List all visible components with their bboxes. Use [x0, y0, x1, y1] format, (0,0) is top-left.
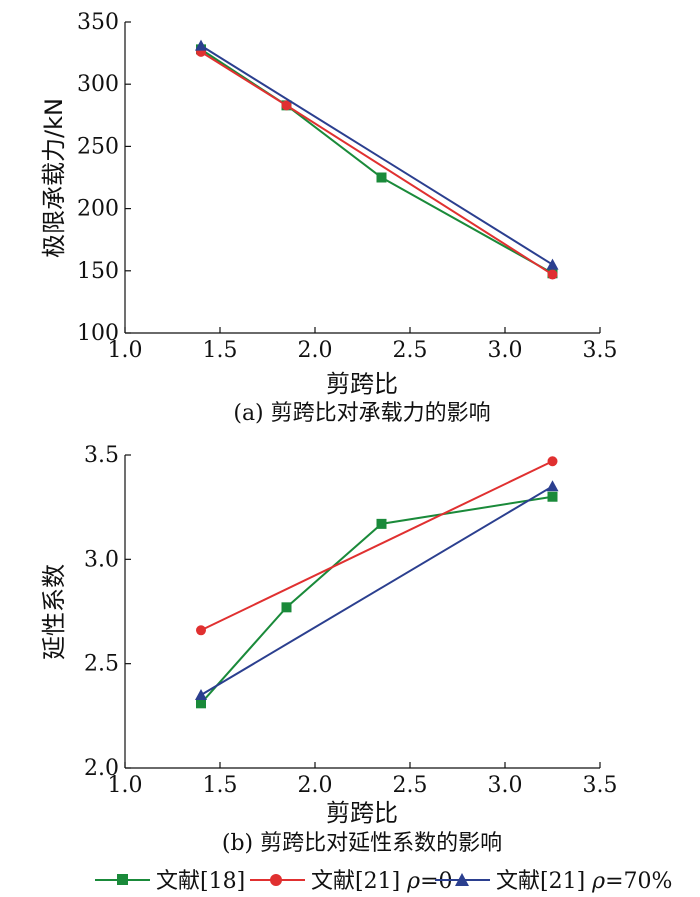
- chart-b-x-axis-label: 剪跨比: [326, 799, 398, 827]
- legend-label-value: =0: [420, 869, 452, 894]
- chart-b-y-tick-label: 2.0: [84, 756, 119, 781]
- legend: 文献[18] 文献[21] ρ=0 文献[21] ρ=70%: [95, 869, 672, 894]
- chart-a-data-point: [281, 100, 292, 111]
- chart-a-series-line-1: [200, 51, 554, 276]
- chart-a-x-tick-label: 3.5: [583, 338, 618, 363]
- chart-b-axes: 1.0 1.5 2.0 2.5 3.0 3.5 2.0 2.5 3.0 3.5: [84, 443, 618, 798]
- chart-b-x-tick-label: 1.5: [203, 773, 238, 798]
- chart-a-x-tick-label: 1.5: [203, 338, 238, 363]
- chart-a-data-point: [546, 258, 559, 270]
- chart-a-y-tick-label: 350: [77, 10, 119, 35]
- chart-a-x-tick-label: 2.0: [298, 338, 333, 363]
- chart-a-caption: (a) 剪跨比对承载力的影响: [233, 401, 490, 426]
- legend-marker-circle: [270, 874, 282, 886]
- chart-b-data-point: [196, 698, 206, 709]
- chart-a-y-axis-label: 极限承载力/kN: [40, 98, 68, 258]
- chart-a-y-tick-label: 100: [77, 321, 119, 346]
- chart-a-data-point: [547, 269, 558, 280]
- legend-item-wenxian21-rho0: 文献[21] ρ=0: [250, 869, 453, 894]
- legend-label-wenxian21-rho0: 文献[21] ρ=0: [311, 869, 453, 894]
- legend-label-text: 文献[18]: [156, 869, 245, 894]
- legend-label-text: 文献[21]: [311, 869, 407, 894]
- chart-b: 1.0 1.5 2.0 2.5 3.0 3.52.02.53.03.5 延性系数 剪跨比 …: [40, 443, 618, 856]
- chart-a-axes: 1.0 1.5 2.0 2.5 3.0 3.5 100 150 200 250 300 350: [77, 10, 618, 363]
- legend-label-wenxian21-rho70: 文献[21] ρ=70%: [496, 869, 672, 894]
- legend-item-wenxian18: 文献[18]: [95, 869, 245, 894]
- chart-a-x-axis-label: 剪跨比: [326, 370, 398, 398]
- chart-b-y-tick-label: 3.5: [84, 443, 119, 468]
- chart-a-x-tick-label: 3.0: [488, 338, 523, 363]
- chart-b-x-tick-label: 3.0: [488, 773, 523, 798]
- chart-b-data-point: [195, 688, 207, 700]
- legend-marker-triangle: [455, 873, 469, 886]
- chart-a-y-tick-label: 150: [77, 259, 119, 284]
- legend-rho-symbol: ρ: [591, 869, 605, 894]
- legend-item-wenxian21-rho70: 文献[21] ρ=70%: [435, 869, 672, 894]
- chart-b-data-point: [547, 456, 558, 467]
- chart-b-x-tick-label: 2.5: [393, 773, 428, 798]
- chart-b-data-point: [376, 518, 387, 529]
- chart-b-caption: (b) 剪跨比对延性系数的影响: [222, 831, 502, 856]
- chart-a: 1.0 1.5 2.0 2.5 3.0 3.5 100 150 200 250 300 350 极限承…: [40, 10, 618, 426]
- legend-rho-symbol: ρ: [406, 869, 420, 894]
- chart-b-series-line-2: [200, 485, 554, 696]
- chart-a-y-tick-label: 250: [77, 134, 119, 159]
- legend-marker-square: [117, 874, 128, 885]
- chart-b-x-tick-label: 2.0: [298, 773, 333, 798]
- chart-a-series-line-0: [200, 48, 553, 275]
- chart-a-y-tick-label: 300: [77, 72, 119, 97]
- chart-b-y-axis-label: 延性系数: [40, 564, 68, 660]
- chart-b-data-point: [281, 602, 292, 613]
- chart-b-data-point: [196, 625, 206, 636]
- chart-b-series-line-1: [200, 460, 553, 632]
- chart-b-data-point: [546, 480, 559, 492]
- chart-a-series-line-2: [200, 44, 554, 266]
- chart-a-data-point: [195, 39, 207, 51]
- chart-b-y-tick-label: 2.5: [84, 652, 119, 677]
- chart-a-x-tick-label: 1.0: [108, 338, 143, 363]
- chart-a-x-tick-label: 2.5: [393, 338, 428, 363]
- chart-b-data-point: [547, 491, 558, 502]
- legend-label-wenxian18: 文献[18]: [156, 869, 245, 894]
- chart-a-y-tick-label: 200: [77, 197, 119, 222]
- chart-a-data-point: [376, 172, 387, 183]
- chart-b-y-tick-label: 3.0: [84, 547, 119, 572]
- legend-label-value: =70%: [605, 869, 672, 894]
- legend-label-text: 文献[21]: [496, 869, 592, 894]
- chart-b-x-tick-label: 1.0: [108, 773, 143, 798]
- chart-b-x-tick-label: 3.5: [583, 773, 618, 798]
